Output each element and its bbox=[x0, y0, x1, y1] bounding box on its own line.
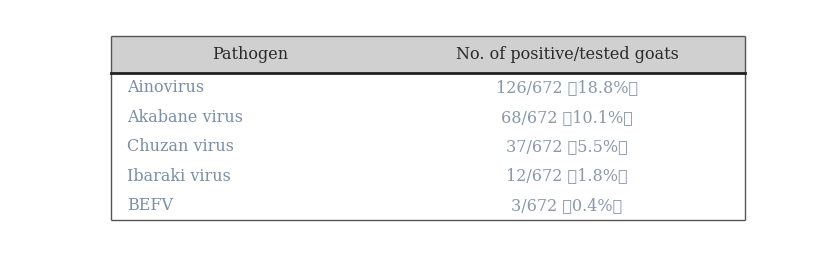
Text: 126/672 （18.8%）: 126/672 （18.8%） bbox=[496, 79, 638, 96]
Text: 68/672 （10.1%）: 68/672 （10.1%） bbox=[501, 109, 633, 126]
Bar bbox=[111, 36, 745, 73]
Text: Akabane virus: Akabane virus bbox=[127, 109, 243, 126]
Text: 12/672 （1.8%）: 12/672 （1.8%） bbox=[506, 168, 628, 185]
Text: Chuzan virus: Chuzan virus bbox=[127, 138, 234, 155]
Text: Pathogen: Pathogen bbox=[212, 46, 288, 63]
Text: Ainovirus: Ainovirus bbox=[127, 79, 204, 96]
Text: BEFV: BEFV bbox=[127, 197, 173, 214]
Text: 37/672 （5.5%）: 37/672 （5.5%） bbox=[506, 138, 628, 155]
Text: No. of positive/tested goats: No. of positive/tested goats bbox=[456, 46, 679, 63]
Text: Ibaraki virus: Ibaraki virus bbox=[127, 168, 231, 185]
Text: 3/672 （0.4%）: 3/672 （0.4%） bbox=[512, 197, 623, 214]
